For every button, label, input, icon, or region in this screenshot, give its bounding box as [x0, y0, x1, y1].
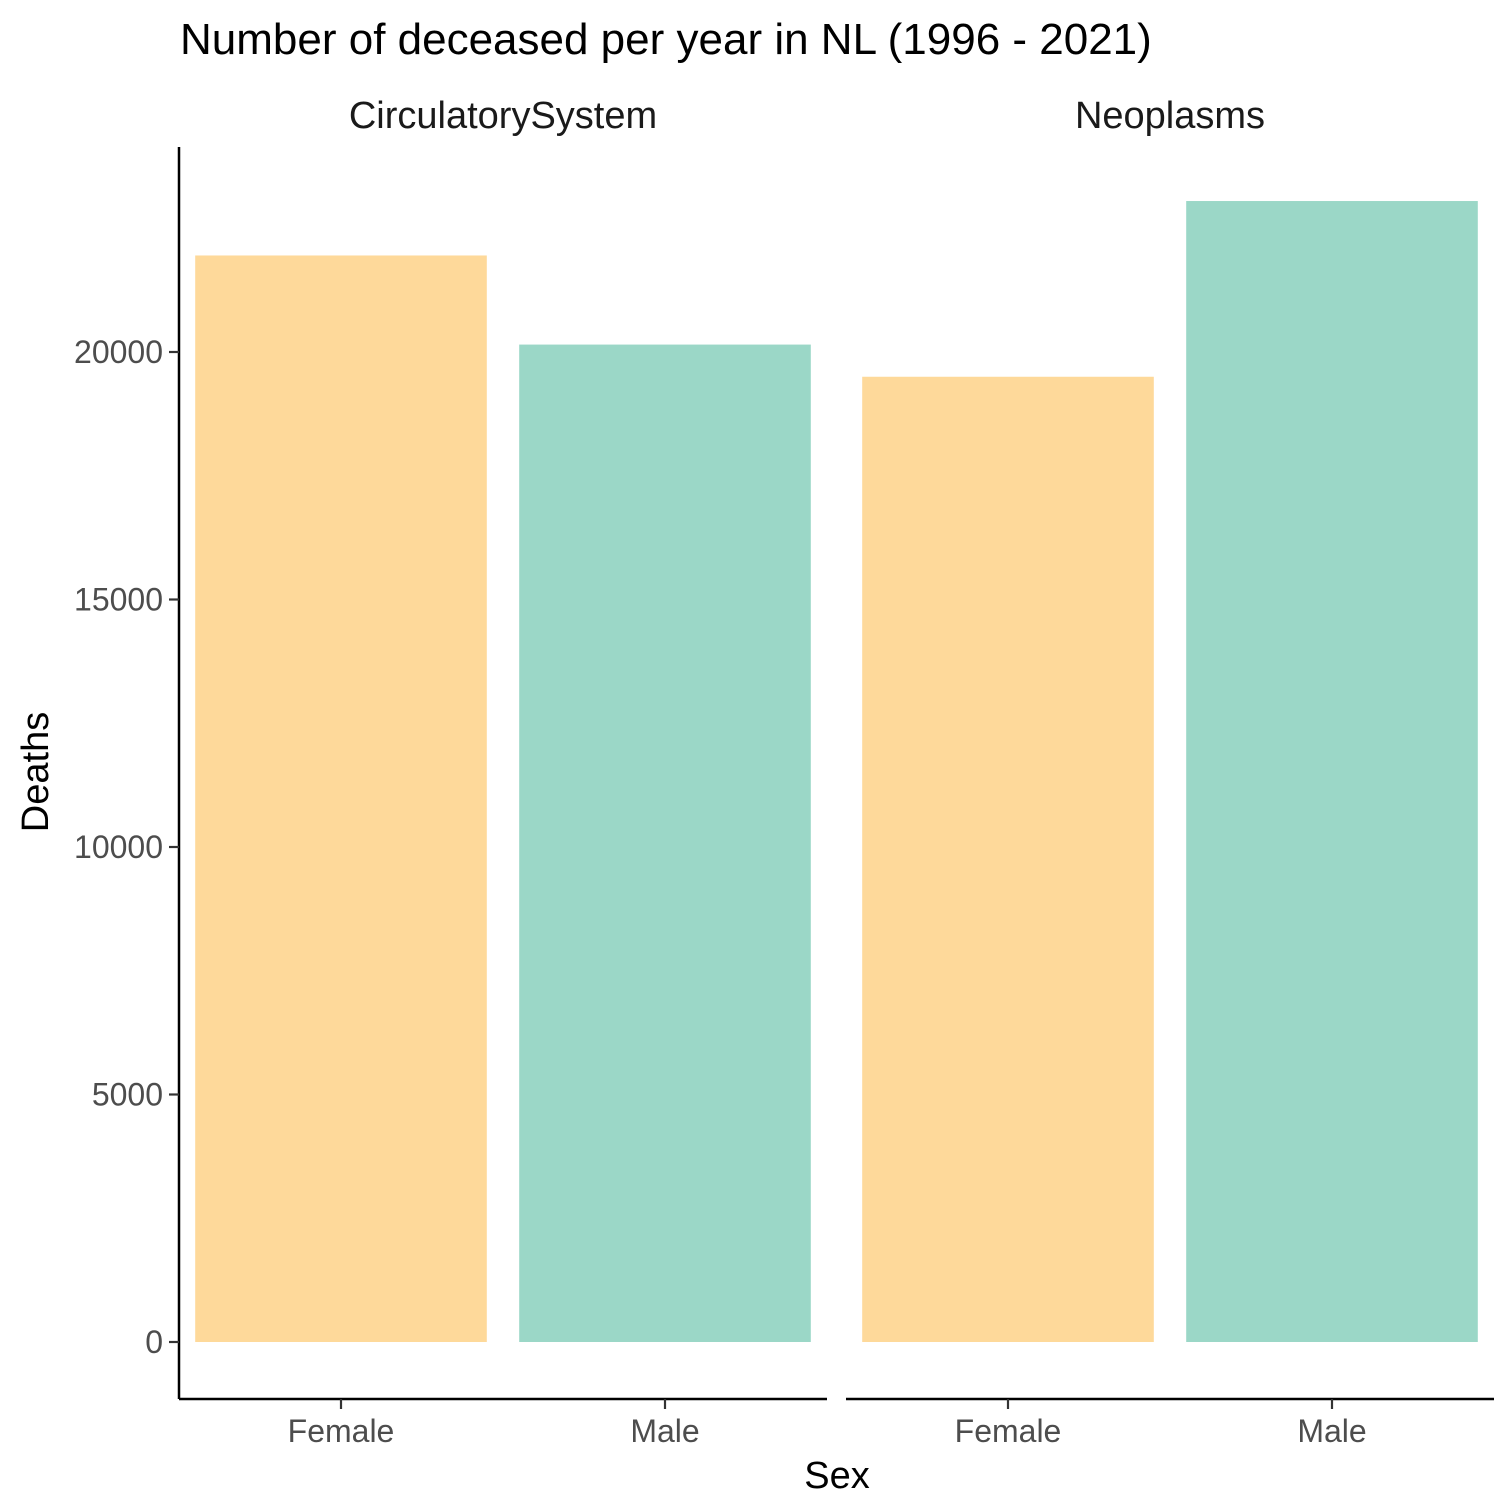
bar-female: [195, 255, 487, 1343]
facet-label: Neoplasms: [1075, 95, 1265, 137]
facet-panel: Neoplasms Female Male: [846, 95, 1494, 1449]
y-axis-title: Deaths: [15, 712, 57, 832]
x-tick-label: Male: [1297, 1413, 1366, 1449]
facet-label: CirculatorySystem: [349, 95, 657, 137]
chart-title: Number of deceased per year in NL (1996 …: [180, 15, 1152, 64]
y-tick-label: 10000: [74, 829, 163, 865]
x-tick-label: Female: [288, 1413, 395, 1449]
facet-panels: 0 5000 10000 15000 20000 CirculatorySystem Fem…: [74, 95, 1494, 1449]
y-tick-label: 5000: [92, 1077, 163, 1113]
x-tick-label: Male: [630, 1413, 699, 1449]
bar-female: [862, 376, 1154, 1342]
x-axis-title: Sex: [804, 1455, 869, 1497]
x-tick-label: Female: [955, 1413, 1062, 1449]
facet-panel: CirculatorySystem Female Male: [179, 95, 827, 1449]
y-tick-label: 20000: [74, 334, 163, 370]
y-tick-label: 0: [145, 1324, 163, 1360]
bar-male: [1186, 201, 1478, 1342]
y-tick-label: 15000: [74, 582, 163, 618]
bar-male: [519, 344, 811, 1342]
